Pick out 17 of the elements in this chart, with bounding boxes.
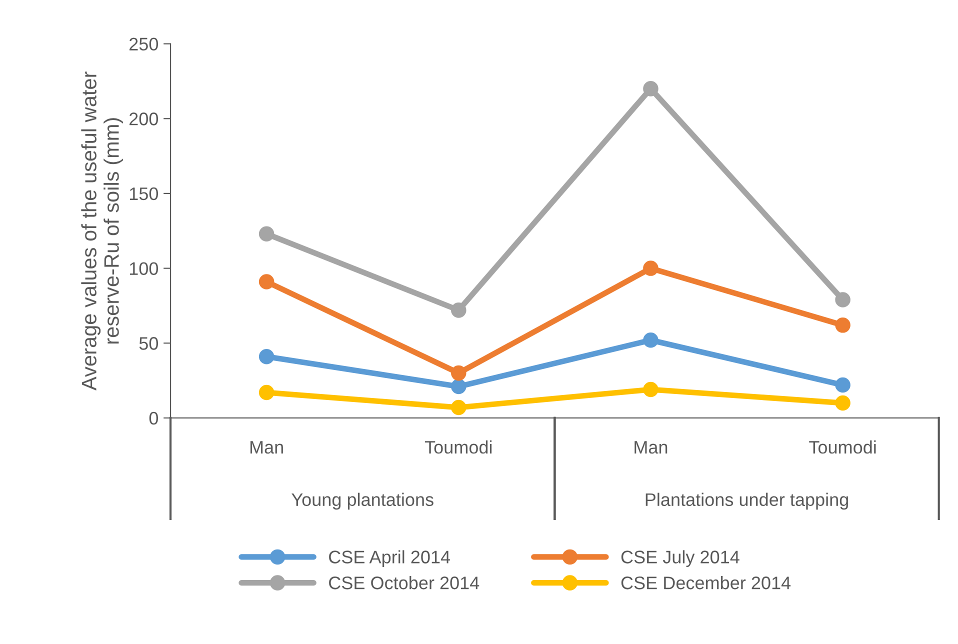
text: Plantations under tapping [646,492,848,510]
y-tick-label: 200 [130,112,158,126]
legend-label: CSE April 2014 [329,550,450,568]
legend-label: CSE October 2014 [329,576,480,590]
x-tick-label: Toumodi [424,440,492,454]
x-tick-label: Man [634,441,668,454]
y-tick-label: 50 [139,337,158,350]
y-tick-label: 250 [130,38,158,51]
y-tick-label: 100 [130,262,158,276]
legend-label: CSE December 2014 [621,576,791,590]
legend-label: CSE July 2014 [621,550,740,568]
y-axis-title: Average values of the useful water reserve-Ru of soils (mm) [81,72,124,390]
x-tick-label: Man [250,441,283,454]
text: Young plantations [292,492,434,510]
y-tick-label: 0 [149,412,158,425]
x-tick-label: Toumodi [809,440,876,454]
y-tick-label: 150 [130,187,158,200]
